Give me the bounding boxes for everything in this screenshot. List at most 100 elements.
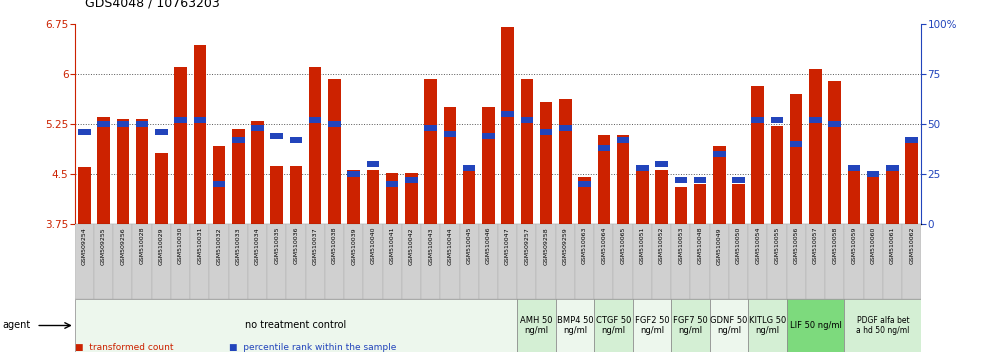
Text: GSM510034: GSM510034 [255, 227, 260, 265]
Bar [517, 299, 556, 352]
Text: GSM510059: GSM510059 [852, 227, 857, 264]
Bar [595, 299, 632, 352]
Text: LIF 50 ng/ml: LIF 50 ng/ml [790, 321, 842, 330]
Text: GSM510042: GSM510042 [409, 227, 414, 265]
Text: GSM509256: GSM509256 [121, 227, 125, 265]
Bar [443, 107, 456, 224]
Text: GSM510064: GSM510064 [602, 227, 607, 264]
Text: GSM510055: GSM510055 [775, 227, 780, 264]
Text: GSM510054: GSM510054 [755, 227, 760, 264]
Bar [636, 165, 648, 171]
Bar [886, 165, 898, 171]
Bar [329, 79, 341, 224]
Bar [267, 224, 287, 299]
Bar [556, 224, 575, 299]
Bar [309, 117, 322, 123]
Text: GSM510048: GSM510048 [697, 227, 702, 264]
Bar [905, 139, 918, 224]
Bar [694, 177, 706, 183]
Text: GSM509259: GSM509259 [563, 227, 568, 265]
Bar [806, 224, 825, 299]
Bar [867, 171, 879, 224]
Bar [209, 224, 229, 299]
Bar [598, 145, 611, 151]
Bar [75, 299, 517, 352]
Text: GSM510053: GSM510053 [678, 227, 683, 264]
Bar [710, 299, 748, 352]
Bar [424, 125, 437, 131]
Bar [655, 161, 667, 167]
Text: ■  percentile rank within the sample: ■ percentile rank within the sample [229, 343, 396, 352]
Text: AMH 50
ng/ml: AMH 50 ng/ml [520, 316, 553, 335]
Bar [382, 224, 401, 299]
Bar [521, 117, 533, 123]
Text: GSM510052: GSM510052 [659, 227, 664, 264]
Bar [617, 135, 629, 224]
Bar [271, 166, 283, 224]
Bar [385, 173, 398, 224]
Bar [787, 299, 845, 352]
Bar [848, 167, 861, 224]
Text: GSM510035: GSM510035 [274, 227, 279, 264]
Text: GSM510063: GSM510063 [582, 227, 587, 264]
Text: PDGF alfa bet
a hd 50 ng/ml: PDGF alfa bet a hd 50 ng/ml [857, 316, 909, 335]
Bar [752, 86, 764, 224]
Bar [537, 224, 556, 299]
Bar [595, 224, 614, 299]
Bar [193, 45, 206, 224]
Text: GSM510058: GSM510058 [833, 227, 838, 264]
Bar [171, 224, 190, 299]
Text: agent: agent [2, 320, 30, 331]
Bar [135, 119, 148, 224]
Bar [579, 181, 591, 187]
Bar [790, 94, 803, 224]
Bar [190, 224, 209, 299]
Bar [421, 224, 440, 299]
Bar [579, 177, 591, 224]
Bar [306, 224, 325, 299]
Bar [213, 146, 225, 224]
Text: GSM510033: GSM510033 [236, 227, 241, 265]
Bar [767, 224, 787, 299]
Bar [498, 224, 517, 299]
Text: GSM510061: GSM510061 [890, 227, 895, 264]
Bar [501, 111, 514, 117]
Bar [174, 117, 187, 123]
Text: ■  transformed count: ■ transformed count [75, 343, 173, 352]
Bar [517, 224, 537, 299]
Bar [790, 141, 803, 147]
Bar [674, 187, 687, 224]
Bar [367, 170, 379, 224]
Bar [787, 224, 806, 299]
Bar [348, 171, 360, 177]
Text: GSM510050: GSM510050 [736, 227, 741, 264]
Bar [443, 131, 456, 137]
Text: GSM509255: GSM509255 [101, 227, 106, 265]
Text: GSM510060: GSM510060 [871, 227, 875, 264]
Bar [559, 125, 572, 131]
Bar [405, 177, 417, 183]
Bar [614, 224, 632, 299]
Bar [117, 119, 129, 224]
Text: FGF7 50
ng/ml: FGF7 50 ng/ml [673, 316, 708, 335]
Bar [655, 170, 667, 224]
Bar [344, 224, 364, 299]
Text: no treatment control: no treatment control [245, 320, 347, 331]
Bar [229, 224, 248, 299]
Bar [251, 121, 264, 224]
Bar [867, 171, 879, 177]
Bar [251, 125, 264, 131]
Bar [729, 224, 748, 299]
Bar [463, 165, 475, 171]
Text: GSM509254: GSM509254 [82, 227, 87, 265]
Text: GDS4048 / 10763203: GDS4048 / 10763203 [85, 0, 219, 10]
Bar [98, 117, 110, 224]
Bar [905, 137, 918, 143]
Bar [848, 165, 861, 171]
Bar [405, 173, 417, 224]
Bar [690, 224, 710, 299]
Bar [117, 121, 129, 127]
Text: GSM510028: GSM510028 [139, 227, 144, 264]
Bar [482, 133, 495, 139]
Bar [632, 224, 652, 299]
